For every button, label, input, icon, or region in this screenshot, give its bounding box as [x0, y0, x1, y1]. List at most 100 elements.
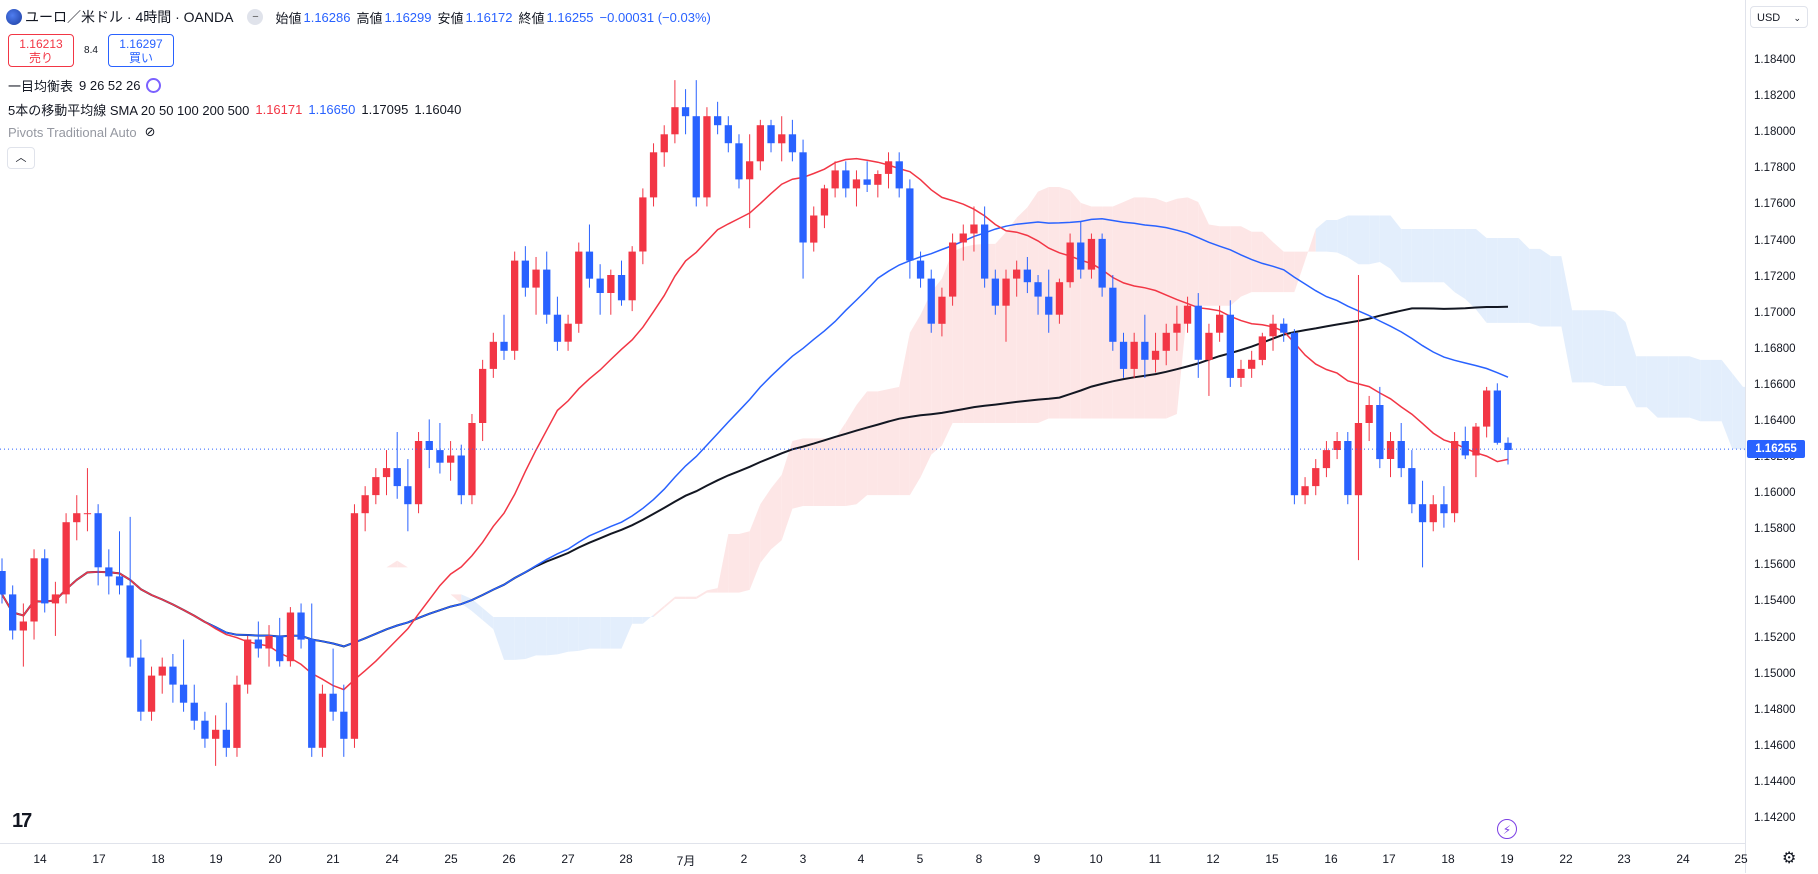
candle-body: [1451, 441, 1459, 514]
ichimoku-cloud-segment: [1198, 201, 1209, 306]
pivots-legend[interactable]: Pivots Traditional Auto ⊘: [8, 124, 156, 140]
candle-body: [1312, 468, 1320, 487]
candle-body: [244, 639, 252, 685]
price-scale[interactable]: USD ⌄ 1.18400 1.18200 1.18000 1.17800 1.1760…: [1745, 0, 1818, 873]
ichimoku-legend[interactable]: 一目均衡表 9 26 52 26: [8, 76, 162, 95]
candle-body: [62, 522, 70, 595]
candle-body: [756, 125, 764, 162]
price-tick-label: 1.14200: [1754, 812, 1796, 824]
ichimoku-cloud-segment: [1710, 359, 1722, 422]
ichimoku-cloud-segment: [557, 616, 569, 655]
buy-button[interactable]: 1.16297 買い: [108, 34, 174, 67]
candle-body: [1365, 405, 1373, 423]
candle-body: [1162, 332, 1170, 351]
ichimoku-cloud-segment: [856, 391, 868, 505]
candle-body: [94, 513, 102, 568]
ichimoku-cloud-segment: [279, 580, 291, 599]
candle-body: [340, 711, 348, 739]
candle-body: [1077, 242, 1085, 270]
sma-legend[interactable]: 5本の移動平均線 SMA 20 50 100 200 500 1.16171 1…: [8, 100, 467, 119]
candle-body: [681, 107, 690, 117]
time-tick-label: 25: [444, 852, 458, 866]
candle-body: [511, 260, 519, 351]
ichimoku-cloud-segment: [1048, 187, 1060, 419]
ichimoku-cloud-segment: [632, 616, 643, 624]
hide-legend-button[interactable]: −: [247, 9, 264, 25]
time-tick-label: 24: [385, 852, 399, 866]
tradingview-logo[interactable]: 17: [12, 810, 32, 832]
time-tick-label: 24: [1676, 852, 1690, 866]
time-tick-label: 16: [1324, 852, 1338, 866]
ichimoku-cloud-segment: [471, 598, 483, 621]
candle-body: [1002, 278, 1010, 306]
gear-icon[interactable]: ⚙: [1782, 850, 1797, 867]
candle-body: [30, 558, 38, 622]
ichimoku-cloud-segment: [1016, 207, 1028, 423]
ichimoku-cloud-segment: [1176, 197, 1188, 414]
candle-body: [585, 251, 594, 279]
chevron-up-icon: ︿: [15, 152, 27, 164]
ichimoku-cloud-segment: [333, 589, 344, 608]
ichimoku-cloud-segment: [1390, 215, 1402, 283]
ichimoku-params: 9 26 52 26: [79, 78, 141, 93]
ichimoku-cloud-segment: [653, 605, 665, 617]
ichimoku-cloud-segment: [1070, 190, 1081, 419]
sell-button[interactable]: 1.16213 売り: [8, 34, 74, 67]
ichimoku-cloud-segment: [749, 504, 761, 590]
candle-body: [1173, 323, 1181, 333]
ichimoku-cloud-segment: [578, 616, 590, 651]
lightning-icon[interactable]: ⚡: [1497, 819, 1517, 839]
candle-body: [596, 278, 604, 293]
candle-body: [41, 558, 49, 604]
time-tick-label: 15: [1265, 852, 1279, 866]
candle-body: [1248, 359, 1256, 369]
refresh-icon[interactable]: [146, 78, 162, 93]
candle-body: [831, 170, 839, 189]
candle-body: [1109, 287, 1117, 342]
candle-body: [147, 675, 156, 712]
candle-body: [1055, 282, 1064, 315]
price-tick-label: 1.16600: [1754, 378, 1796, 391]
candle-body: [1386, 441, 1395, 459]
candle-body: [532, 269, 540, 288]
candle-body: [105, 567, 113, 577]
candle-body: [1418, 504, 1427, 523]
time-tick-label: 9: [1033, 852, 1041, 866]
ichimoku-cloud-segment: [1572, 310, 1583, 383]
ichimoku-cloud-segment: [973, 243, 985, 423]
ichimoku-cloud-segment: [1347, 215, 1359, 265]
low-value: 1.16172: [465, 9, 513, 25]
candle-body: [884, 161, 893, 174]
ichimoku-cloud-segment: [920, 292, 932, 478]
ichimoku-cloud-segment: [909, 314, 921, 496]
time-tick-label: 21: [326, 852, 340, 866]
ichimoku-cloud-segment: [1273, 242, 1284, 293]
time-scale[interactable]: 14 17 18 19 20 21 24 25 26 27 28 7月 2 3 4 5 8 9 10 11 12 15 16…: [0, 843, 1748, 874]
candle-body: [1397, 441, 1405, 469]
ichimoku-cloud-segment: [1123, 197, 1135, 419]
eye-off-icon[interactable]: ⊘: [144, 124, 156, 139]
ichimoku-cloud-segment: [1422, 229, 1434, 283]
ichimoku-cloud-segment: [1401, 229, 1412, 283]
ichimoku-cloud-segment: [525, 616, 537, 659]
ichimoku-cloud-segment: [1326, 219, 1338, 253]
time-tick-label: 17: [92, 852, 106, 866]
candle-body: [692, 116, 700, 198]
time-tick-label: 18: [151, 852, 165, 866]
candle-body: [703, 116, 711, 198]
ichimoku-cloud-segment: [813, 438, 825, 507]
ichimoku-cloud-segment: [621, 616, 633, 649]
candle-body: [938, 296, 946, 324]
symbol-title[interactable]: ユーロ／米ドル · 4時間 · OANDA: [25, 9, 234, 25]
currency-select[interactable]: USD ⌄: [1750, 6, 1808, 28]
candle-body: [1301, 486, 1309, 496]
candle-body: [0, 571, 6, 595]
sma-20-value: 1.16171: [255, 102, 303, 117]
candle-body: [329, 693, 337, 712]
chart-canvas[interactable]: [0, 0, 1745, 843]
ichimoku-cloud-segment: [792, 438, 804, 509]
chart-plot-area[interactable]: [0, 0, 1745, 843]
collapse-legend-button[interactable]: ︿: [7, 147, 35, 169]
ichimoku-cloud-segment: [1732, 373, 1743, 450]
sell-price: 1.16213: [19, 37, 63, 51]
